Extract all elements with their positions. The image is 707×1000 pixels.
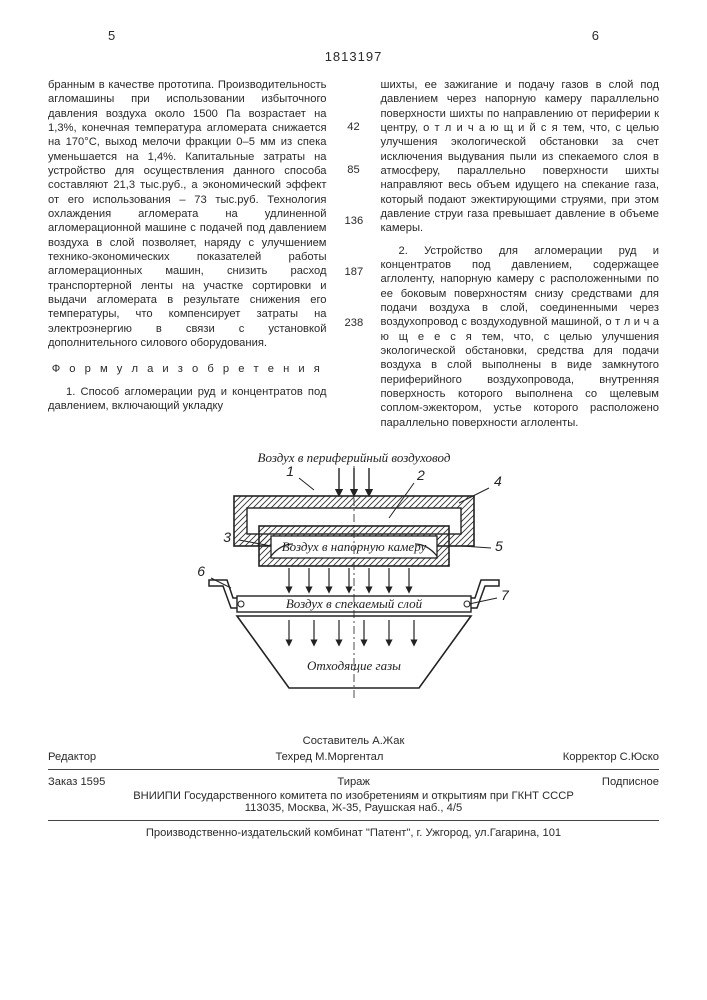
line-no: 136 bbox=[345, 214, 363, 228]
right-column: шихты, ее зажигание и подачу газов в сло… bbox=[381, 78, 660, 430]
callout-7: 7 bbox=[501, 587, 510, 603]
line-no: 238 bbox=[345, 316, 363, 330]
page-no-right: 6 bbox=[592, 28, 599, 43]
callout-4: 4 bbox=[494, 473, 502, 489]
claims-heading: Ф о р м у л а и з о б р е т е н и я bbox=[48, 362, 327, 376]
divider bbox=[48, 769, 659, 770]
press-line: Производственно-издательский комбинат "П… bbox=[48, 827, 659, 839]
line-number-gutter: 42 85 136 187 238 bbox=[345, 78, 363, 430]
credits-line: Составитель А.Жак bbox=[48, 734, 659, 749]
doc-number: 1813197 bbox=[48, 49, 659, 64]
technical-figure: Воздух в периферийный воздуховод 1 4 Воз… bbox=[48, 448, 659, 718]
patent-page: 5 6 1813197 бранным в качестве прототипа… bbox=[0, 0, 707, 859]
tirazh: Тираж bbox=[337, 776, 370, 788]
compiler: Составитель А.Жак bbox=[303, 735, 405, 747]
claim-1-lead: 1. Способ агломерации руд и концентратов… bbox=[48, 385, 327, 414]
order-row: Заказ 1595 Тираж Подписное bbox=[48, 776, 659, 788]
order-no: Заказ 1595 bbox=[48, 776, 105, 788]
divider bbox=[48, 820, 659, 821]
line-no: 42 bbox=[345, 120, 363, 134]
left-column: бранным в качестве прототипа. Производит… bbox=[48, 78, 327, 430]
addr-line: 113035, Москва, Ж-35, Раушская наб., 4/5 bbox=[48, 802, 659, 814]
callout-6: 6 bbox=[197, 563, 205, 579]
page-numbers: 5 6 bbox=[48, 28, 659, 43]
callout-2: 2 bbox=[416, 467, 425, 483]
page-no-left: 5 bbox=[108, 28, 115, 43]
callout-5: 5 bbox=[495, 538, 503, 554]
callout-1: 1 bbox=[286, 463, 294, 479]
two-column-body: бранным в качестве прототипа. Производит… bbox=[48, 78, 659, 430]
line-no: 187 bbox=[345, 265, 363, 279]
left-body-text: бранным в качестве прототипа. Производит… bbox=[48, 78, 327, 350]
footer: Составитель А.Жак Редактор Техред М.Морг… bbox=[48, 734, 659, 839]
podpis: Подписное bbox=[602, 776, 659, 788]
right-body-text: шихты, ее зажигание и подачу газов в сло… bbox=[381, 78, 660, 236]
corrector: Корректор С.Юско bbox=[563, 751, 659, 763]
claim-2: 2. Устройство для агломерации руд и конц… bbox=[381, 244, 660, 430]
credits-row: Редактор Техред М.Моргентал Корректор С.… bbox=[48, 751, 659, 763]
line-no: 85 bbox=[345, 163, 363, 177]
editor: Редактор bbox=[48, 751, 96, 763]
callout-3: 3 bbox=[223, 529, 231, 545]
techred: Техред М.Моргентал bbox=[275, 751, 383, 763]
org-line: ВНИИПИ Государственного комитета по изоб… bbox=[48, 790, 659, 802]
